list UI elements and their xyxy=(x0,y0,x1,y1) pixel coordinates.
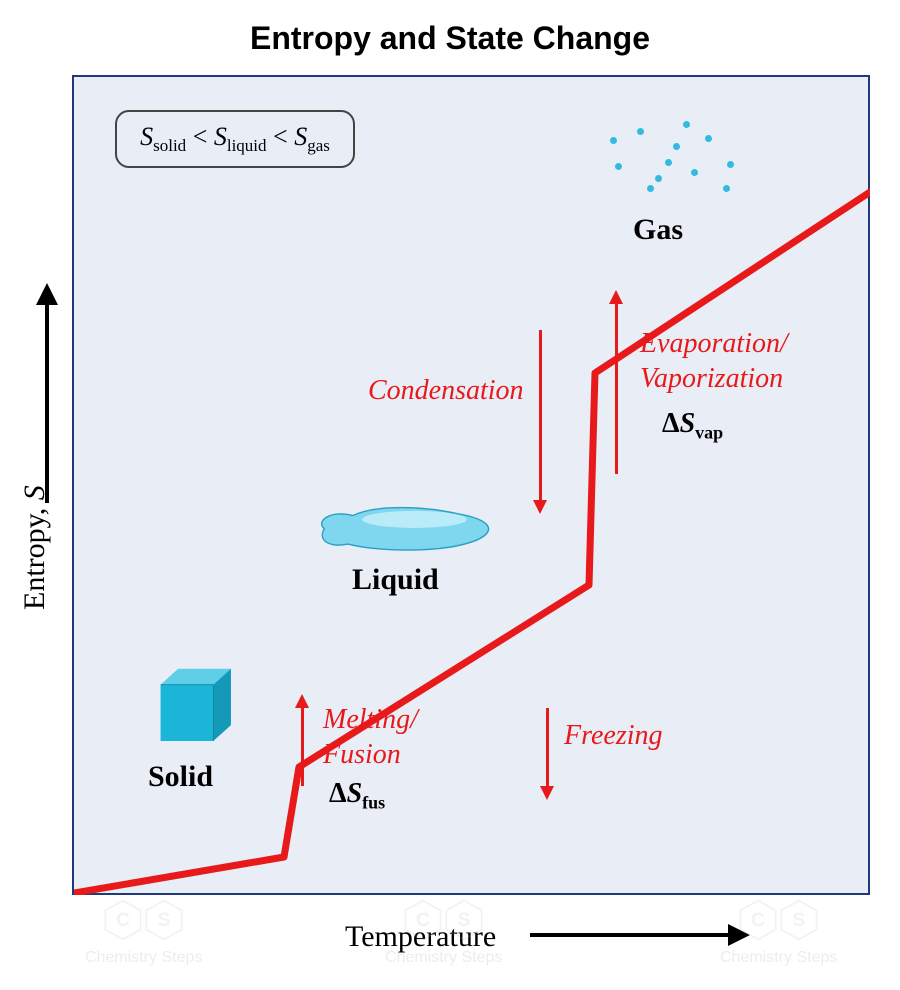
x-axis-arrow xyxy=(530,933,730,937)
condensation-label: Condensation xyxy=(368,375,524,407)
solid-icon xyxy=(150,660,238,748)
delta-s-fus: ΔSfus xyxy=(329,778,385,814)
evaporation-label: Evaporation/Vaporization xyxy=(640,326,788,396)
freezing-down-arrow xyxy=(546,708,549,786)
melting-up-arrow xyxy=(301,708,304,786)
svg-text:S: S xyxy=(457,909,470,931)
svg-text:C: C xyxy=(416,909,430,931)
gas-label: Gas xyxy=(633,213,683,247)
watermark-2: C S Chemistry Steps xyxy=(385,898,502,967)
solid-label: Solid xyxy=(148,760,213,794)
gas-icon xyxy=(595,113,755,203)
svg-text:C: C xyxy=(116,909,130,931)
y-axis-arrow xyxy=(45,303,49,503)
freezing-label: Freezing xyxy=(564,720,663,752)
delta-s-vap: ΔSvap xyxy=(662,408,723,444)
watermark-3: C S Chemistry Steps xyxy=(720,898,837,967)
watermark-1: C S Chemistry Steps xyxy=(85,898,202,967)
svg-text:S: S xyxy=(792,909,805,931)
chart-title: Entropy and State Change xyxy=(0,20,900,57)
inequality-box: Ssolid < Sliquid < Sgas xyxy=(115,110,355,168)
svg-text:S: S xyxy=(157,909,170,931)
melting-label: Melting/Fusion xyxy=(323,702,418,772)
condensation-down-arrow xyxy=(539,330,542,500)
y-axis-label: Entropy, S xyxy=(18,485,52,610)
liquid-icon xyxy=(310,497,500,557)
svg-text:C: C xyxy=(751,909,765,931)
evaporation-up-arrow xyxy=(615,304,618,474)
liquid-label: Liquid xyxy=(352,563,439,597)
